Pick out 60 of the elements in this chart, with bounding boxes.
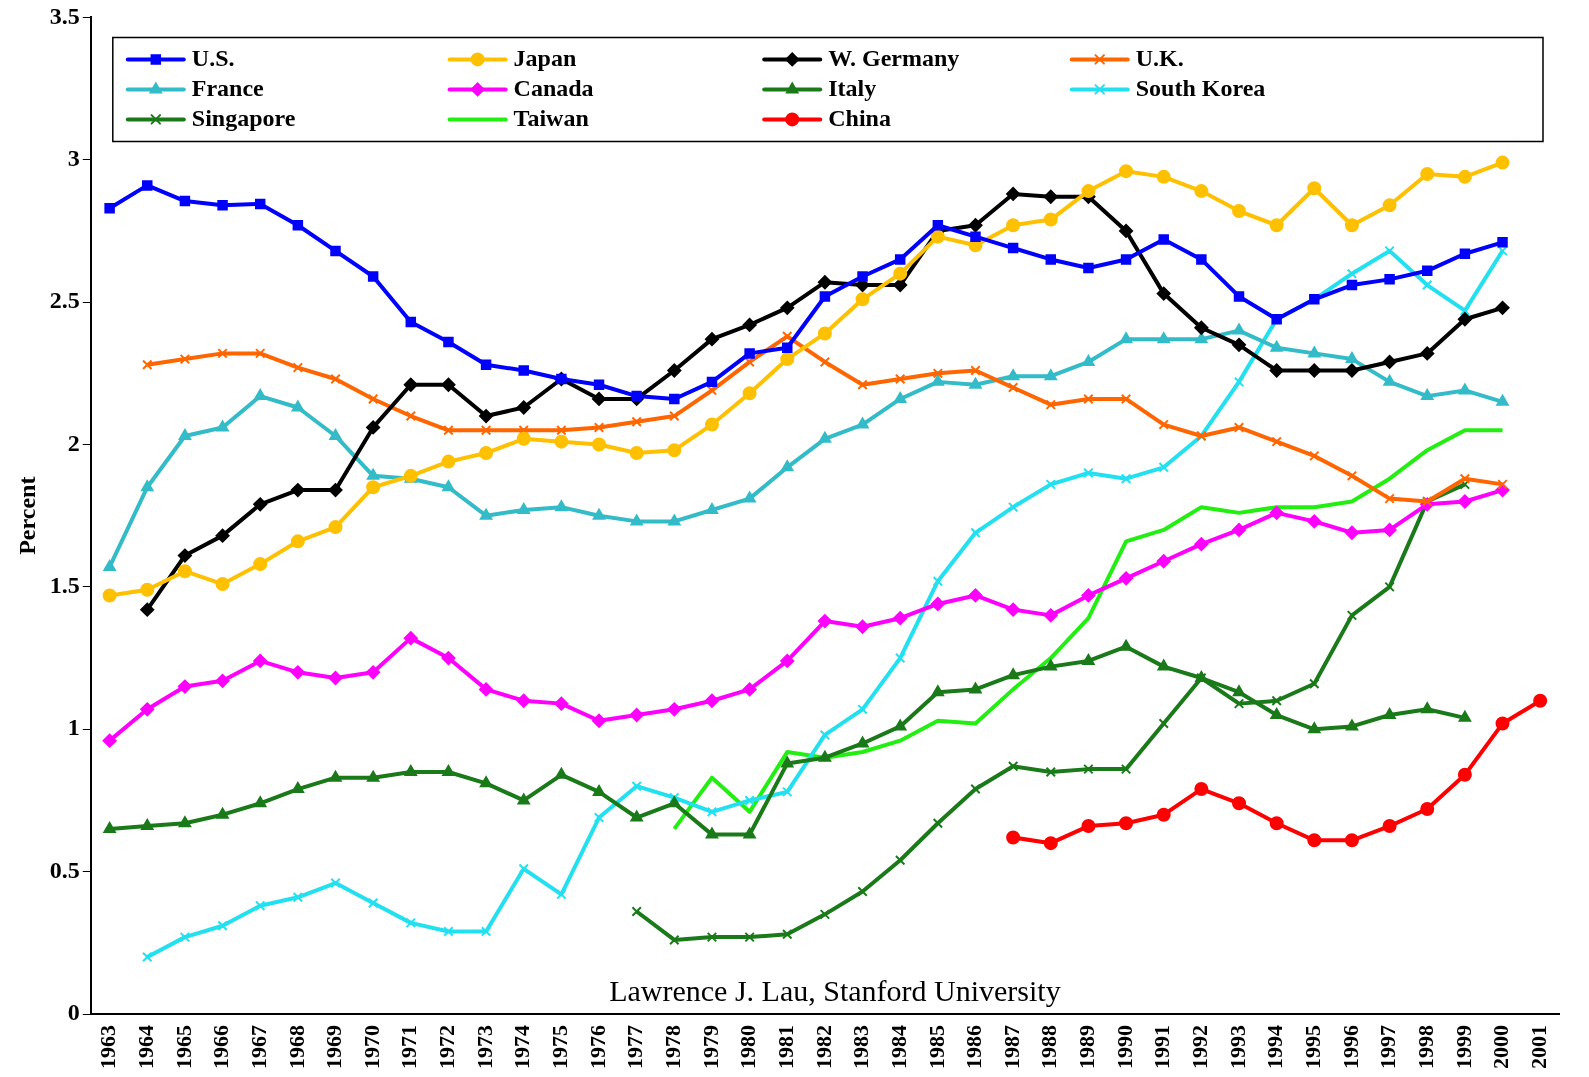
x-tick-label: 2001 xyxy=(1525,1025,1551,1069)
x-tick-label: 1978 xyxy=(660,1025,685,1069)
x-tick-label: 1999 xyxy=(1450,1025,1476,1069)
y-axis-title: Percent xyxy=(13,476,40,555)
y-tick-label: 0 xyxy=(67,999,80,1026)
x-tick-label: 2000 xyxy=(1488,1025,1514,1069)
y-tick-label: 0.5 xyxy=(49,856,80,883)
x-tick-label: 1973 xyxy=(471,1025,497,1069)
x-tick-label: 1991 xyxy=(1149,1025,1175,1069)
x-tick-label: 1997 xyxy=(1375,1025,1401,1069)
legend-label: Canada xyxy=(513,74,594,101)
x-tick-label: 1988 xyxy=(1036,1025,1062,1069)
x-tick-label: 1984 xyxy=(885,1025,911,1069)
x-tick-label: 1977 xyxy=(622,1025,648,1069)
legend-label: France xyxy=(191,74,265,101)
x-tick-label: 1968 xyxy=(283,1025,309,1069)
y-tick-label: 3.5 xyxy=(49,2,80,29)
x-tick-label: 1998 xyxy=(1412,1025,1438,1069)
legend-label: W. Germany xyxy=(828,44,960,71)
x-tick-label: 1983 xyxy=(848,1025,874,1069)
y-tick-label: 2.5 xyxy=(49,287,80,314)
y-tick-label: 3 xyxy=(67,144,80,171)
x-tick-label: 1979 xyxy=(697,1025,723,1069)
x-tick-label: 1989 xyxy=(1074,1025,1100,1069)
x-tick-label: 1970 xyxy=(358,1025,384,1069)
x-tick-label: 1994 xyxy=(1262,1025,1288,1069)
x-tick-label: 1965 xyxy=(170,1025,196,1069)
x-tick-label: 1974 xyxy=(509,1025,535,1069)
y-tick-label: 2 xyxy=(67,429,80,456)
x-tick-label: 1981 xyxy=(772,1025,798,1069)
x-tick-label: 1969 xyxy=(321,1025,347,1069)
x-tick-label: 1990 xyxy=(1111,1025,1137,1069)
x-tick-label: 1967 xyxy=(245,1025,271,1069)
x-tick-label: 1995 xyxy=(1299,1025,1325,1069)
x-tick-label: 1980 xyxy=(735,1025,761,1069)
x-tick-label: 1963 xyxy=(95,1025,121,1069)
x-tick-label: 1996 xyxy=(1337,1025,1363,1069)
x-tick-label: 1975 xyxy=(547,1025,573,1069)
legend-label: U.S. xyxy=(191,44,235,71)
x-tick-label: 1993 xyxy=(1224,1025,1250,1069)
x-tick-label: 1976 xyxy=(584,1025,610,1069)
x-tick-label: 1992 xyxy=(1187,1025,1213,1069)
y-tick-label: 1 xyxy=(67,714,80,741)
x-tick-label: 1966 xyxy=(208,1025,234,1069)
legend-label: South Korea xyxy=(1135,74,1266,101)
legend-label: Japan xyxy=(513,44,577,71)
legend-label: Italy xyxy=(828,74,877,101)
x-tick-label: 1964 xyxy=(132,1025,158,1069)
legend-label: U.K. xyxy=(1135,44,1184,71)
x-tick-label: 1987 xyxy=(998,1025,1024,1069)
legend-label: Singapore xyxy=(191,104,296,131)
x-tick-label: 1982 xyxy=(810,1025,836,1069)
x-tick-label: 1986 xyxy=(961,1025,987,1069)
annotation: Lawrence J. Lau, Stanford University xyxy=(609,973,1061,1007)
legend-label: Taiwan xyxy=(513,104,589,131)
legend-label: China xyxy=(828,104,891,131)
x-tick-label: 1971 xyxy=(396,1025,422,1069)
x-tick-label: 1972 xyxy=(434,1025,460,1069)
y-tick-label: 1.5 xyxy=(49,572,80,599)
x-tick-label: 1985 xyxy=(923,1025,949,1069)
